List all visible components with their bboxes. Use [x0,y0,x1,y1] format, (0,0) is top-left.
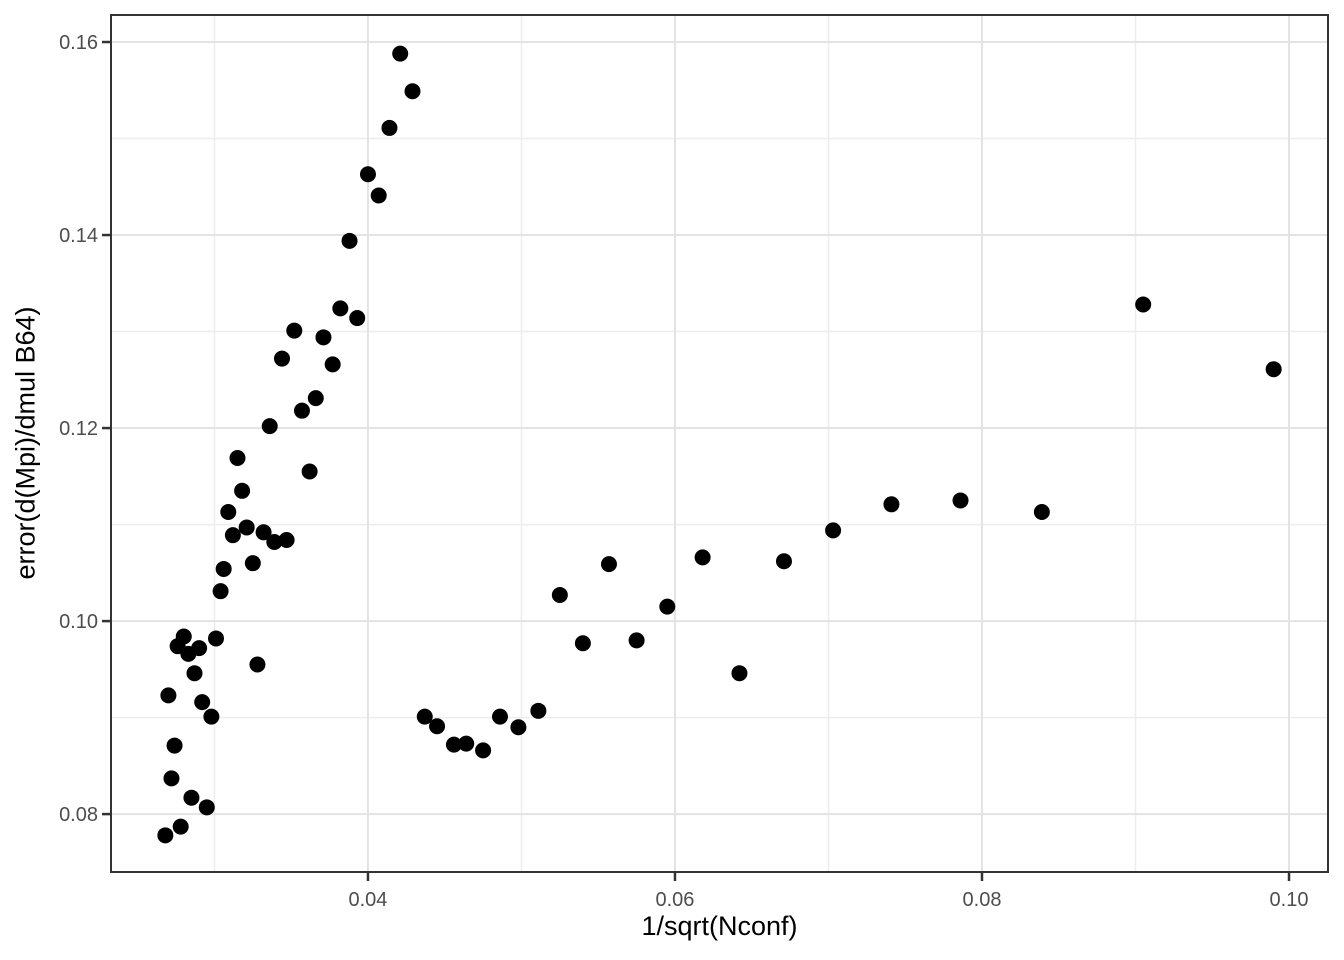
data-point [458,735,475,752]
x-tick-label: 0.06 [656,889,695,911]
data-point [186,665,203,682]
data-point [775,553,792,570]
x-tick-label: 0.10 [1270,889,1309,911]
y-axis-title: error(d(Mpi)/dmul B64) [10,306,41,580]
data-point [349,310,366,327]
data-point [220,504,237,521]
data-point [293,402,310,419]
data-point [359,166,376,183]
data-point [207,630,224,647]
data-point [249,656,266,673]
data-point [1135,296,1152,313]
x-axis-title: 1/sqrt(Nconf) [641,911,798,941]
data-point [266,533,283,550]
data-point [274,350,291,367]
data-point [198,799,215,816]
data-point [229,449,246,466]
y-tick-label: 0.10 [59,611,98,633]
data-point [255,524,272,541]
data-point [883,496,900,513]
data-point [1265,361,1282,378]
data-point [301,463,318,480]
x-tick-label: 0.04 [349,889,388,911]
data-point [324,356,341,373]
data-point [307,390,324,407]
data-point [628,632,645,649]
data-point [224,527,241,544]
data-point [445,736,462,753]
data-point [341,232,358,249]
data-point [952,492,969,509]
panel-background [111,15,1328,872]
data-point [475,742,492,759]
x-tick-label: 0.08 [963,889,1002,911]
data-point [659,598,676,615]
data-point [212,583,229,600]
data-point [574,635,591,652]
data-point [491,708,508,725]
data-point [163,770,180,787]
data-point [416,708,433,725]
data-point [429,718,446,735]
data-point [694,549,711,566]
data-point [183,789,200,806]
data-point [157,827,174,844]
data-point [215,560,232,577]
data-point [244,555,261,572]
data-point [203,708,220,725]
data-point [172,818,189,835]
data-point [1033,504,1050,521]
data-point [392,45,409,62]
data-point [175,628,192,645]
data-point [731,665,748,682]
data-point [160,687,177,704]
data-point [166,737,183,754]
data-point [510,719,527,736]
data-point [404,83,421,100]
data-point [332,300,349,317]
panel-border [110,14,1329,873]
data-point [315,329,332,346]
data-point [238,519,255,536]
data-point [234,482,251,499]
data-point [191,640,208,657]
y-tick-label: 0.16 [59,32,98,54]
data-point [194,694,211,711]
data-point [551,587,568,604]
data-point [530,702,547,719]
data-point [825,522,842,539]
data-point [370,187,387,204]
data-point [286,322,303,339]
data-point [381,119,398,136]
y-tick-label: 0.14 [59,225,98,247]
y-tick-label: 0.12 [59,418,98,440]
data-point [261,418,278,435]
data-point [278,532,295,549]
y-tick-label: 0.08 [59,804,98,826]
data-point [600,556,617,573]
